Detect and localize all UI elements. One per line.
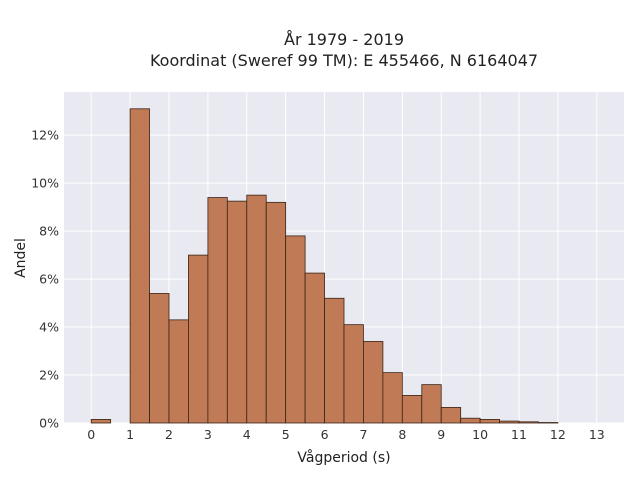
histogram-bar <box>207 197 228 424</box>
y-tick-label: 8% <box>39 224 59 239</box>
histogram-bars <box>90 108 559 424</box>
x-tick-label: 9 <box>437 427 445 442</box>
histogram-bar <box>479 419 500 424</box>
x-tick-label: 7 <box>359 427 367 442</box>
x-tick-label: 8 <box>398 427 406 442</box>
y-tick-label: 12% <box>31 128 59 143</box>
histogram-bar <box>304 272 325 424</box>
histogram-bar <box>343 324 364 424</box>
histogram-bar <box>401 395 423 424</box>
x-tick-label: 11 <box>511 427 527 442</box>
x-tick-label: 6 <box>321 427 329 442</box>
histogram-bar <box>538 422 559 424</box>
x-tick-label: 0 <box>87 427 95 442</box>
histogram-bar <box>188 254 209 424</box>
x-axis-label: Vågperiod (s) <box>297 449 390 466</box>
y-tick-label: 6% <box>39 272 59 287</box>
histogram-bar <box>285 235 306 424</box>
x-tick-label: 10 <box>472 427 488 442</box>
x-tick-label: 2 <box>165 427 173 442</box>
histogram-bar <box>499 420 520 424</box>
x-tick-label: 3 <box>204 427 212 442</box>
chart-title-line-1: År 1979 - 2019 <box>284 30 404 49</box>
y-axis-label: Andel <box>13 238 29 278</box>
x-tick-label: 5 <box>282 427 290 442</box>
histogram-bar <box>129 108 150 424</box>
y-tick-label: 2% <box>39 368 59 383</box>
y-tick-label: 0% <box>39 416 59 431</box>
histogram-bar <box>324 297 345 424</box>
x-tick-label: 4 <box>243 427 251 442</box>
x-tick-label: 1 <box>126 427 134 442</box>
y-tick-label: 4% <box>39 320 59 335</box>
histogram-bar <box>460 417 481 424</box>
x-tick-labels: 0 1 2 3 4 5 6 7 8 9 10 11 12 13 <box>87 427 604 442</box>
chart-title-line-2: Koordinat (Sweref 99 TM): E 455466, N 61… <box>150 51 538 70</box>
histogram-bar <box>421 384 442 424</box>
histogram-bar <box>265 201 287 424</box>
x-tick-label: 13 <box>589 427 605 442</box>
y-tick-label: 10% <box>31 176 59 191</box>
histogram-bar <box>363 341 384 424</box>
histogram-bar <box>518 421 539 424</box>
histogram-bar <box>149 293 170 424</box>
histogram-bar <box>90 419 112 424</box>
histogram-bar <box>382 372 403 424</box>
x-tick-label: 12 <box>550 427 566 442</box>
y-tick-labels: 0% 2% 4% 6% 8% 10% 12% <box>31 128 59 431</box>
histogram-bar <box>246 194 267 424</box>
histogram-bar <box>440 407 462 424</box>
histogram-bar <box>168 319 189 424</box>
histogram-bar <box>226 200 248 424</box>
